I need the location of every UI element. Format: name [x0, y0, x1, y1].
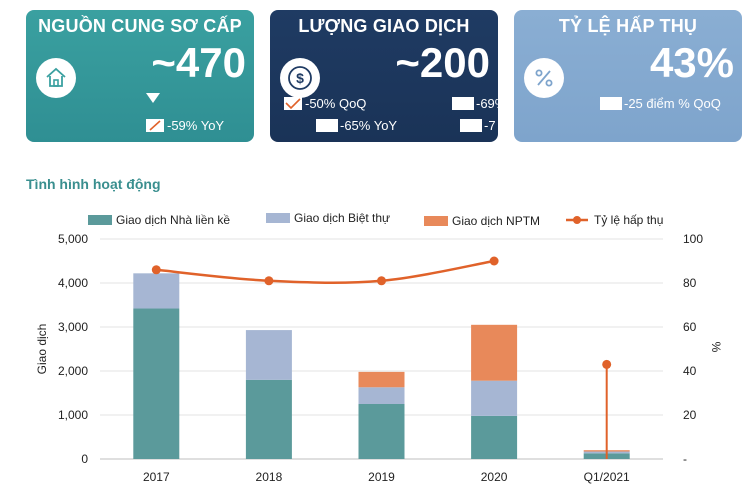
transaction-qoq-stat: -50% QoQ	[284, 96, 366, 111]
legend-swatch	[266, 213, 290, 223]
legend-label: Giao dịch Nhà liền kề	[116, 213, 230, 227]
bar	[358, 404, 405, 459]
dollar-icon: $	[280, 58, 320, 98]
supply-card-value: ~470	[151, 39, 246, 86]
check-icon	[284, 97, 302, 110]
absorption-card-title: TỶ LỆ HẤP THỤ	[558, 16, 698, 36]
absorption-point	[489, 256, 499, 266]
y-tick-label: 5,000	[58, 232, 88, 246]
y2-axis-label: %	[709, 342, 723, 353]
bar	[471, 380, 518, 416]
absorption-point	[151, 265, 161, 275]
bar	[471, 415, 518, 459]
grid-lines	[100, 238, 663, 460]
y2-tick-label: 80	[683, 276, 697, 290]
transaction-card-title: LƯỢNG GIAO DỊCH	[298, 16, 470, 36]
y-axis-label: Giao dịch	[35, 324, 49, 375]
y2-tick-label: 40	[683, 364, 697, 378]
absorption-card: TỶ LỆ HẤP THỤ 43% -25 điểm % QoQ	[514, 10, 742, 142]
y-tick-label: 3,000	[58, 320, 88, 334]
absorption-line	[156, 259, 495, 285]
transaction-yoy2-stat: -7 điểm % YoY	[460, 118, 498, 133]
x-tick-label: Q1/2021	[584, 470, 630, 484]
supply-card: NGUỒN CUNG SƠ CẤP ~470 -59% YoY	[26, 10, 254, 142]
x-tick-label: 2019	[368, 470, 395, 484]
absorption-card-value: 43%	[649, 39, 734, 86]
line-series	[151, 256, 612, 459]
absorption-point	[377, 276, 386, 286]
bar	[471, 324, 518, 381]
bar-series	[133, 273, 630, 459]
legend-marker	[573, 216, 581, 224]
axes: 0 1,000 2,000 3,000 4,000 5,000 - 20 40 60 80 100 20…	[35, 232, 723, 484]
percent-icon	[524, 58, 564, 98]
legend-swatch	[88, 215, 112, 225]
section-title: Tình hình hoạt động	[26, 176, 161, 192]
bar	[245, 379, 292, 459]
legend-label: Tỷ lệ hấp thụ	[594, 213, 663, 227]
legend: Giao dịch Nhà liền kề Giao dịch Biệt thự G…	[88, 211, 663, 228]
x-tick-label: 2018	[256, 470, 283, 484]
bar	[133, 273, 180, 309]
transaction-card: LƯỢNG GIAO DỊCH ~200 $ -50% QoQ -69% QoQ…	[270, 10, 498, 142]
absorption-point	[602, 359, 612, 369]
supply-yoy-stat: -59% YoY	[146, 118, 224, 133]
bar	[358, 371, 405, 388]
absorption-qoq-stat: -25 điểm % QoQ	[600, 96, 721, 111]
activity-chart: 0 1,000 2,000 3,000 4,000 5,000 - 20 40 60 80 100 20…	[35, 211, 723, 484]
y-tick-label: 0	[81, 452, 88, 466]
x-tick-label: 2020	[481, 470, 508, 484]
transaction-yoy-stat: -65% YoY	[316, 118, 397, 133]
transaction-qoq2-stat: -69% QoQ	[452, 96, 498, 111]
absorption-point	[264, 276, 274, 286]
y2-tick-label: -	[683, 452, 687, 466]
svg-text:$: $	[296, 70, 304, 86]
y-tick-label: 1,000	[58, 408, 88, 422]
bar	[245, 330, 292, 380]
legend-swatch	[424, 216, 448, 226]
down-arrow-icon	[146, 92, 160, 107]
trend-down-icon	[146, 119, 164, 132]
bar	[358, 387, 405, 404]
y2-tick-label: 60	[683, 320, 697, 334]
bar	[133, 308, 180, 459]
y2-tick-label: 100	[683, 232, 703, 246]
y-tick-label: 4,000	[58, 276, 88, 290]
y2-tick-label: 20	[683, 408, 697, 422]
x-tick-label: 2017	[143, 470, 170, 484]
supply-card-title: NGUỒN CUNG SƠ CẤP	[38, 16, 242, 36]
legend-label: Giao dịch Biệt thự	[294, 211, 390, 225]
y-tick-label: 2,000	[58, 364, 88, 378]
transaction-card-value: ~200	[395, 39, 490, 86]
home-icon	[36, 58, 76, 98]
legend-label: Giao dịch NPTM	[452, 214, 540, 228]
